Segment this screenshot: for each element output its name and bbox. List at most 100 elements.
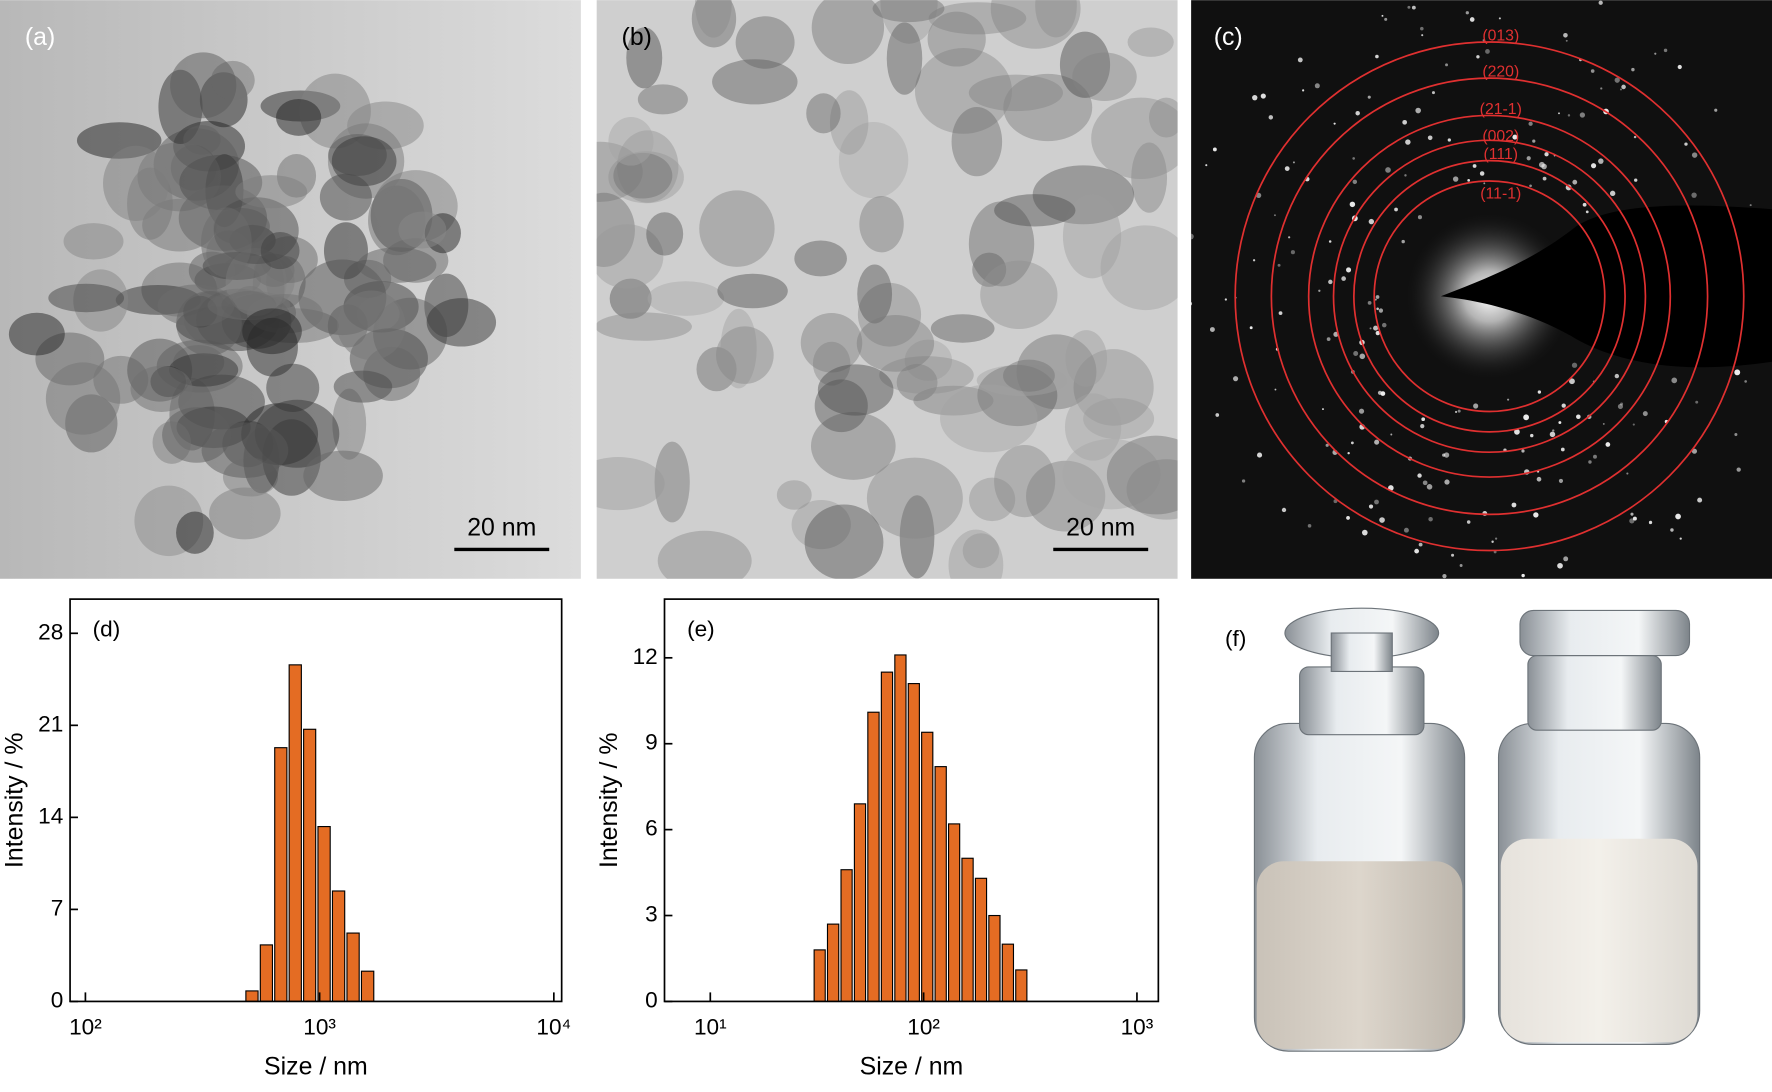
y-tick-label: 9 xyxy=(645,730,658,755)
spot xyxy=(1539,161,1545,168)
spot xyxy=(1476,55,1480,59)
particle xyxy=(1100,225,1178,311)
spot xyxy=(1347,451,1350,455)
spot xyxy=(1697,497,1703,503)
particle xyxy=(275,98,322,136)
particle xyxy=(647,281,725,316)
particle xyxy=(968,74,1063,112)
particle xyxy=(596,312,692,341)
spot xyxy=(1314,83,1320,89)
bar xyxy=(274,747,288,1002)
spot xyxy=(1260,93,1266,99)
spot xyxy=(1734,433,1738,437)
y-tick-label: 14 xyxy=(38,803,63,828)
ring-label: (21-1) xyxy=(1480,101,1522,118)
particle xyxy=(48,283,125,313)
particle xyxy=(810,412,896,480)
bar xyxy=(921,731,934,1002)
bar xyxy=(894,654,907,1002)
particle xyxy=(637,84,688,115)
particle xyxy=(814,379,868,433)
particle xyxy=(1062,194,1122,279)
spot xyxy=(1654,52,1657,55)
spot xyxy=(1367,300,1372,305)
spot xyxy=(1401,239,1405,244)
x-tick-label: 10⁴ xyxy=(536,1015,571,1040)
spot xyxy=(1404,174,1407,177)
spot xyxy=(1415,107,1421,114)
panel-label: (e) xyxy=(687,617,715,642)
spot xyxy=(1536,476,1542,482)
spot xyxy=(1642,411,1648,417)
spot xyxy=(1521,573,1525,578)
spot xyxy=(1671,377,1678,384)
spot xyxy=(1679,537,1682,540)
particle xyxy=(735,16,795,69)
rings xyxy=(1234,41,1745,552)
spot xyxy=(1375,330,1380,336)
particle xyxy=(980,260,1058,330)
spot xyxy=(1178,291,1183,296)
particle xyxy=(994,194,1076,227)
particle xyxy=(331,136,397,187)
spot xyxy=(1549,431,1556,438)
spot xyxy=(1626,472,1629,475)
bar xyxy=(245,990,259,1002)
particle xyxy=(1016,334,1097,410)
spot xyxy=(1542,176,1547,181)
particle xyxy=(817,364,894,416)
y-tick-label: 21 xyxy=(38,711,63,736)
ring-label: (11-1) xyxy=(1480,186,1521,203)
spot xyxy=(1632,423,1635,426)
spot xyxy=(1346,267,1352,273)
particle xyxy=(716,326,774,384)
particle xyxy=(646,212,684,256)
spot xyxy=(1418,542,1423,547)
particle xyxy=(866,457,963,539)
spot xyxy=(1431,91,1435,95)
spot xyxy=(1558,478,1564,483)
scale-bar-label: 20 nm xyxy=(467,514,536,542)
spot xyxy=(1292,161,1295,164)
particle xyxy=(617,130,679,203)
particle xyxy=(800,312,863,373)
spot xyxy=(1528,121,1533,126)
spot xyxy=(1367,95,1371,99)
spot xyxy=(1571,362,1578,368)
spot xyxy=(1670,528,1674,532)
particle xyxy=(398,211,447,249)
particle xyxy=(332,388,367,460)
spot xyxy=(1257,452,1263,458)
beam-stopper xyxy=(1440,205,1772,368)
spot xyxy=(1421,417,1426,422)
spot xyxy=(1617,403,1623,410)
y-tick-label: 0 xyxy=(51,987,64,1012)
particle xyxy=(626,27,663,89)
spot xyxy=(1233,376,1239,382)
spot xyxy=(1444,479,1450,485)
ring xyxy=(1234,41,1745,552)
particle xyxy=(608,151,684,204)
spot xyxy=(1498,17,1501,20)
particle xyxy=(712,59,798,105)
spot xyxy=(1341,276,1346,281)
spot xyxy=(1465,11,1469,15)
particle xyxy=(1003,359,1055,392)
particle xyxy=(695,0,732,38)
particle xyxy=(857,264,893,324)
bar xyxy=(880,671,894,1002)
ring-label: (002) xyxy=(1482,128,1519,145)
spot xyxy=(1352,179,1358,185)
spot xyxy=(1384,17,1388,21)
spot xyxy=(1684,142,1688,146)
spot xyxy=(1378,308,1384,313)
spot xyxy=(1466,520,1471,524)
spot xyxy=(1375,54,1379,59)
bar xyxy=(947,823,961,1002)
ring-label: (111) xyxy=(1483,146,1518,163)
particle xyxy=(1126,459,1178,520)
bar xyxy=(974,877,988,1002)
spot xyxy=(1614,373,1620,379)
spot xyxy=(1385,167,1391,173)
spot xyxy=(1252,259,1256,262)
